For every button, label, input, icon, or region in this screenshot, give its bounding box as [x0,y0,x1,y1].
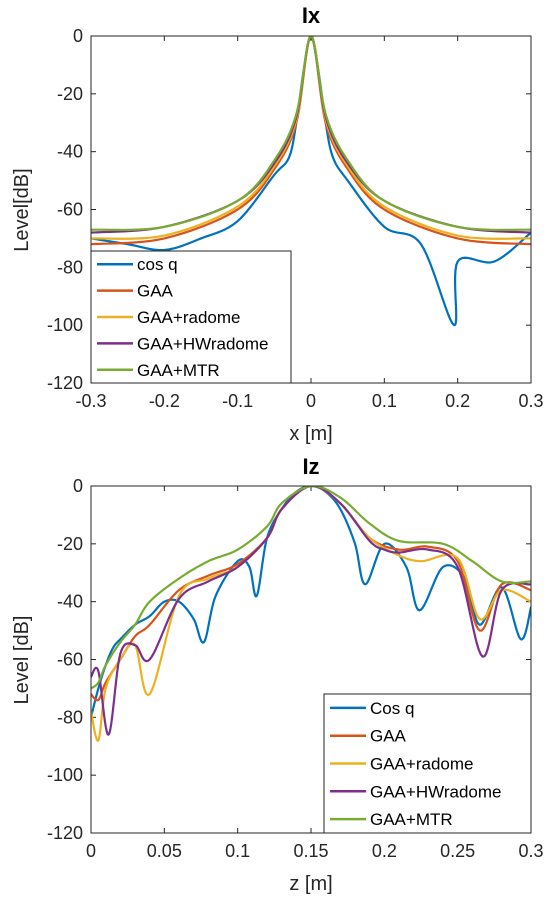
y-tick-label: -100 [47,315,83,335]
x-tick-labels: -0.3 -0.2 -0.1 0 0.1 0.2 0.3 [75,36,544,411]
plot-lines [91,486,531,742]
y-tick-label: -120 [47,823,83,843]
x-tick-label: -0.2 [149,391,180,411]
x-tick-label: 0.25 [440,841,475,861]
y-tick-label: 0 [73,26,83,46]
legend-entry: GAA+HWradome [370,782,501,801]
legend-entry: Cos q [370,699,414,718]
x-tick-labels: 0 0.05 0.1 0.15 0.2 0.25 0.3 [86,486,544,861]
legend-entry: GAA [370,727,407,746]
x-tick-label: -0.3 [75,391,106,411]
y-tick-label: -60 [57,200,83,220]
y-axis-label: Level [dB] [11,616,33,705]
x-tick-label: 0 [86,841,96,861]
x-tick-label: 0.2 [372,841,397,861]
chart-title: Iz [302,454,319,479]
series-line [91,36,531,234]
x-axis-label: z [m] [289,873,332,895]
x-tick-label: 0.1 [225,841,250,861]
plot-frame [90,35,532,384]
y-tick-label: -20 [57,84,83,104]
x-axis-label: x [m] [289,423,332,445]
x-tick-label: 0.1 [372,391,397,411]
chart-iz: Iz 0 -20 -40 -60 -80 -100 -120 0 0.05 0.1 0.15 0.2… [11,454,544,895]
x-tick-label: 0.3 [518,841,543,861]
x-tick-label: 0.05 [147,841,182,861]
y-tick-label: -120 [47,373,83,393]
legend-entry: GAA+MTR [370,810,453,829]
series-line [91,486,531,690]
x-tick-label: 0.2 [445,391,470,411]
y-tick-label: 0 [73,476,83,496]
plot-frame [90,485,532,834]
chart-ix: Ix 0 -20 -40 -60 -80 -100 -120 -0.3 -0.2 -0.1 0 0.… [11,3,544,445]
series-line [91,36,531,246]
series-line [91,486,531,719]
x-tick-label: 0.3 [518,391,543,411]
y-tick-label: -80 [57,257,83,277]
y-tick-label: -100 [47,765,83,785]
series-line [91,36,531,240]
y-tick-label: -60 [57,650,83,670]
y-tick-label: -40 [57,142,83,162]
x-tick-label: -0.1 [222,391,253,411]
legend: cos q GAA GAA+radome GAA+HWradome GAA+MTR [90,250,292,384]
y-tick-label: -80 [57,707,83,727]
legend-entry: GAA [137,282,174,301]
series-line [91,36,531,232]
x-tick-label: 0 [306,391,316,411]
legend-entry: GAA+MTR [137,361,220,380]
plot-lines [91,36,531,327]
y-tick-label: -40 [57,592,83,612]
legend-entry: GAA+HWradome [137,334,268,353]
y-tick-labels: 0 -20 -40 -60 -80 -100 -120 [47,476,531,843]
y-tick-labels: 0 -20 -40 -60 -80 -100 -120 [47,26,531,393]
y-tick-label: -20 [57,534,83,554]
chart-title: Ix [302,3,321,28]
legend: Cos q GAA GAA+radome GAA+HWradome GAA+MTR [323,693,532,834]
series-line [91,486,531,736]
y-axis-label: Level[dB] [11,168,33,251]
legend-entry: cos q [137,255,178,274]
x-tick-label: 0.15 [293,841,328,861]
legend-entry: GAA+radome [137,308,240,327]
legend-entry: GAA+radome [370,755,473,774]
